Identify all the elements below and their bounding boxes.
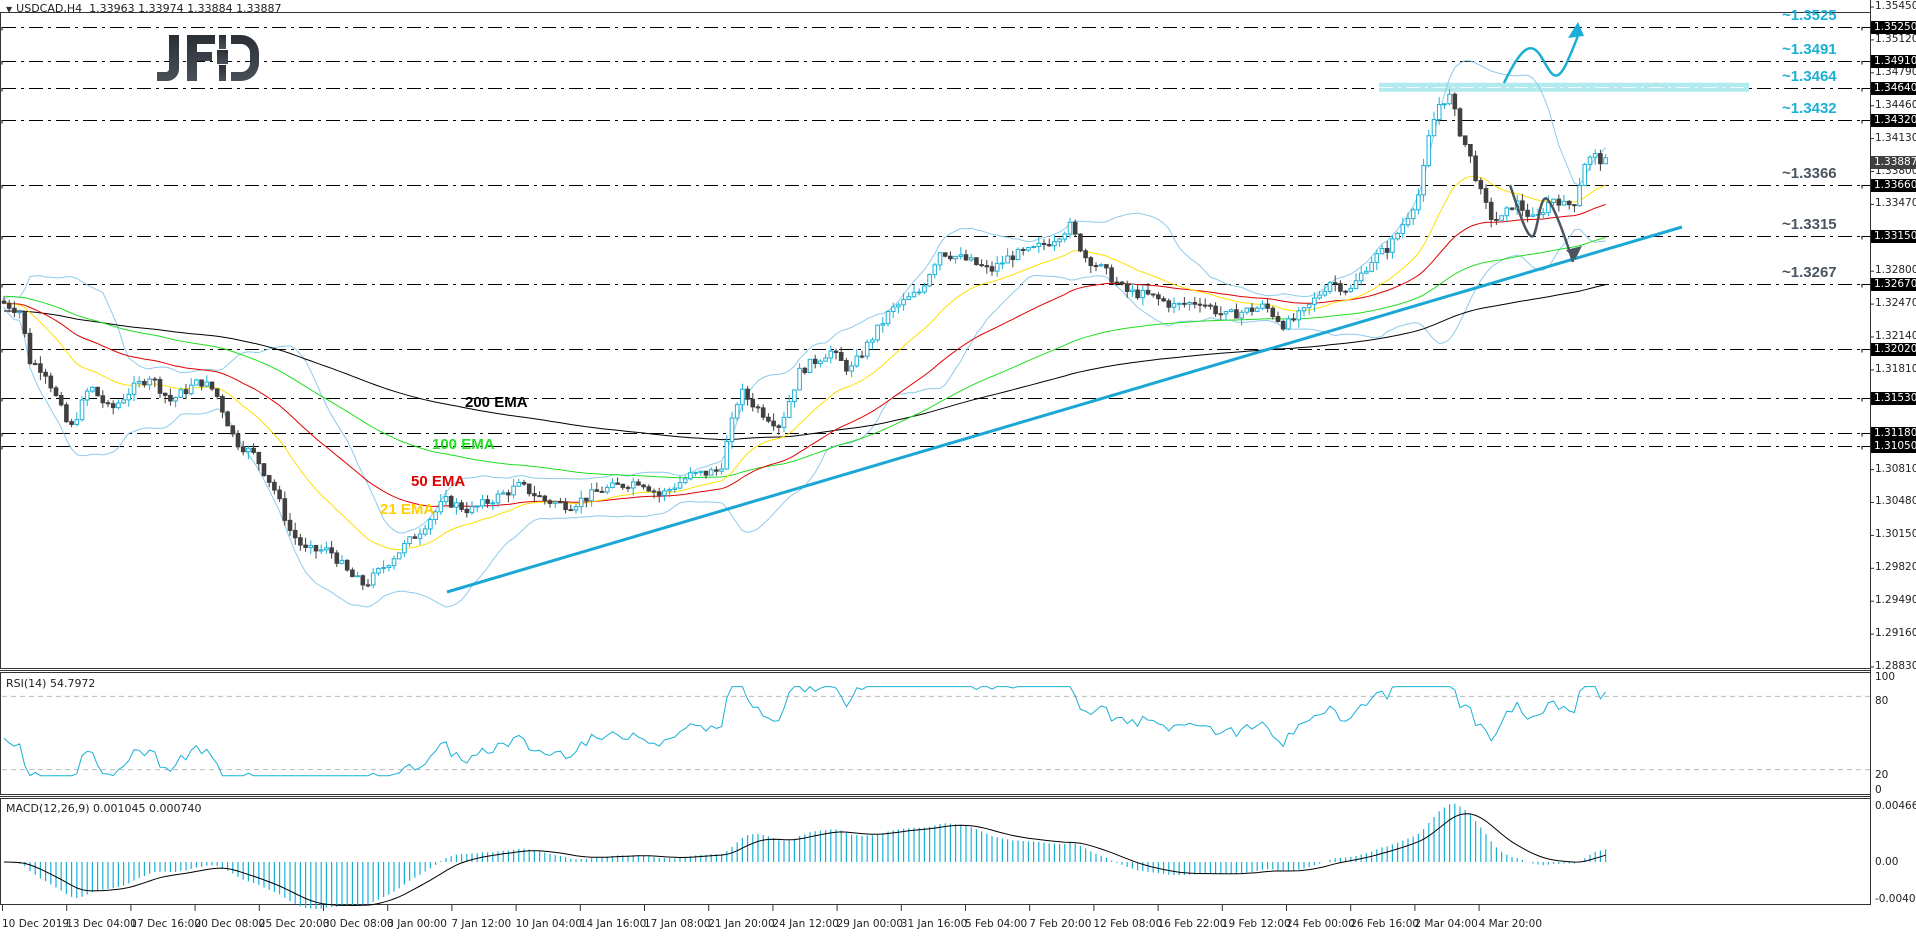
time-tick: 7 Jan 12:00	[451, 918, 512, 930]
collapse-triangle-icon[interactable]: ▼	[6, 5, 13, 14]
price-level-box: 1.33150	[1871, 230, 1916, 244]
price-level-box: 1.34640	[1871, 81, 1916, 95]
time-tick: 30 Dec 08:00	[323, 918, 394, 930]
macd-tick: 0.00	[1875, 856, 1899, 868]
level-label: ~1.3366	[1782, 165, 1837, 183]
time-tick: 17 Dec 16:00	[130, 918, 202, 930]
price-level-box: 1.35250	[1871, 20, 1916, 34]
price-tick: 1.34790	[1875, 65, 1916, 78]
level-label: ~1.3267	[1782, 264, 1837, 282]
level-label: ~1.3525	[1782, 6, 1837, 24]
time-tick: 26 Feb 16:00	[1350, 918, 1420, 930]
ema-label: 100 EMA	[432, 436, 495, 453]
price-level-box: 1.33660	[1871, 179, 1916, 193]
price-tick: 1.32800	[1875, 264, 1916, 277]
price-tick: 1.29160	[1875, 627, 1916, 640]
rsi-tick: 100	[1875, 671, 1896, 683]
time-tick: 25 Dec 20:00	[258, 918, 330, 930]
time-tick: 2 Mar 04:00	[1414, 918, 1478, 930]
rsi-tick: 20	[1875, 769, 1889, 781]
time-tick: 3 Jan 00:00	[387, 918, 447, 930]
time-tick: 16 Feb 22:00	[1157, 918, 1227, 930]
time-tick: 12 Feb 08:00	[1093, 918, 1163, 930]
rsi-tick: 80	[1875, 695, 1889, 707]
ema-label: 21 EMA	[380, 501, 435, 518]
ohlc-values: 1.33963 1.33974 1.33884 1.33887	[89, 2, 282, 15]
price-level-box: 1.34910	[1871, 54, 1916, 68]
level-label: ~1.3432	[1782, 99, 1837, 117]
time-tick: 31 Jan 16:00	[900, 918, 968, 930]
time-tick: 5 Feb 04:00	[965, 918, 1028, 930]
macd-label: MACD(12,26,9) 0.001045 0.000740	[6, 802, 202, 815]
price-tick: 1.35120	[1875, 32, 1916, 45]
price-tick: 1.30810	[1875, 462, 1916, 475]
price-level-box: 1.31180	[1871, 426, 1916, 440]
time-tick: 14 Jan 16:00	[579, 918, 647, 930]
time-tick: 7 Feb 20:00	[1029, 918, 1092, 930]
ema-label: 200 EMA	[465, 394, 528, 411]
current-price-box: 1.33887	[1871, 155, 1916, 169]
price-tick: 1.29820	[1875, 561, 1916, 574]
time-tick: 4 Mar 20:00	[1478, 918, 1543, 930]
price-level-box: 1.31050	[1871, 439, 1916, 453]
time-tick: 19 Feb 12:00	[1221, 918, 1291, 930]
price-tick: 1.28830	[1875, 660, 1916, 672]
rsi-label: RSI(14) 54.7972	[6, 677, 96, 690]
price-tick: 1.34130	[1875, 131, 1916, 144]
price-tick: 1.30150	[1875, 528, 1916, 541]
price-level-box: 1.32670	[1871, 278, 1916, 292]
price-tick: 1.29490	[1875, 594, 1916, 607]
price-tick: 1.35450	[1875, 0, 1916, 12]
jfd-logo	[155, 33, 259, 87]
time-tick: 29 Jan 00:00	[836, 918, 904, 930]
time-tick: 17 Jan 08:00	[644, 918, 711, 930]
level-label: ~1.3464	[1782, 67, 1837, 85]
time-tick: 13 Dec 04:00	[66, 918, 137, 930]
price-tick: 1.30480	[1875, 495, 1916, 508]
price-tick: 1.31810	[1875, 362, 1916, 375]
level-label: ~1.3491	[1782, 40, 1837, 58]
rsi-tick: 0	[1875, 784, 1882, 796]
price-level-box: 1.31530	[1871, 391, 1916, 405]
chart-header: ▼ USDCAD,H4 1.33963 1.33974 1.33884 1.338…	[6, 2, 282, 15]
symbol-label: USDCAD,H4	[16, 2, 83, 15]
time-tick: 10 Jan 04:00	[515, 918, 583, 930]
time-tick: 21 Jan 20:00	[708, 918, 775, 930]
macd-tick: -0.004086	[1875, 893, 1916, 905]
price-level-box: 1.34320	[1871, 113, 1916, 127]
time-tick: 24 Jan 12:00	[772, 918, 839, 930]
time-tick: 20 Dec 08:00	[194, 918, 266, 930]
price-tick: 1.32470	[1875, 297, 1916, 310]
time-tick: 10 Dec 2019	[2, 918, 70, 930]
price-tick: 1.33470	[1875, 197, 1916, 210]
level-label: ~1.3315	[1782, 216, 1837, 234]
price-tick: 1.32140	[1875, 330, 1916, 342]
price-level-box: 1.32020	[1871, 342, 1916, 356]
macd-tick: 0.00466	[1875, 800, 1916, 812]
price-tick: 1.34460	[1875, 98, 1916, 111]
time-tick: 24 Feb 00:00	[1286, 918, 1355, 930]
ema-label: 50 EMA	[411, 473, 466, 490]
